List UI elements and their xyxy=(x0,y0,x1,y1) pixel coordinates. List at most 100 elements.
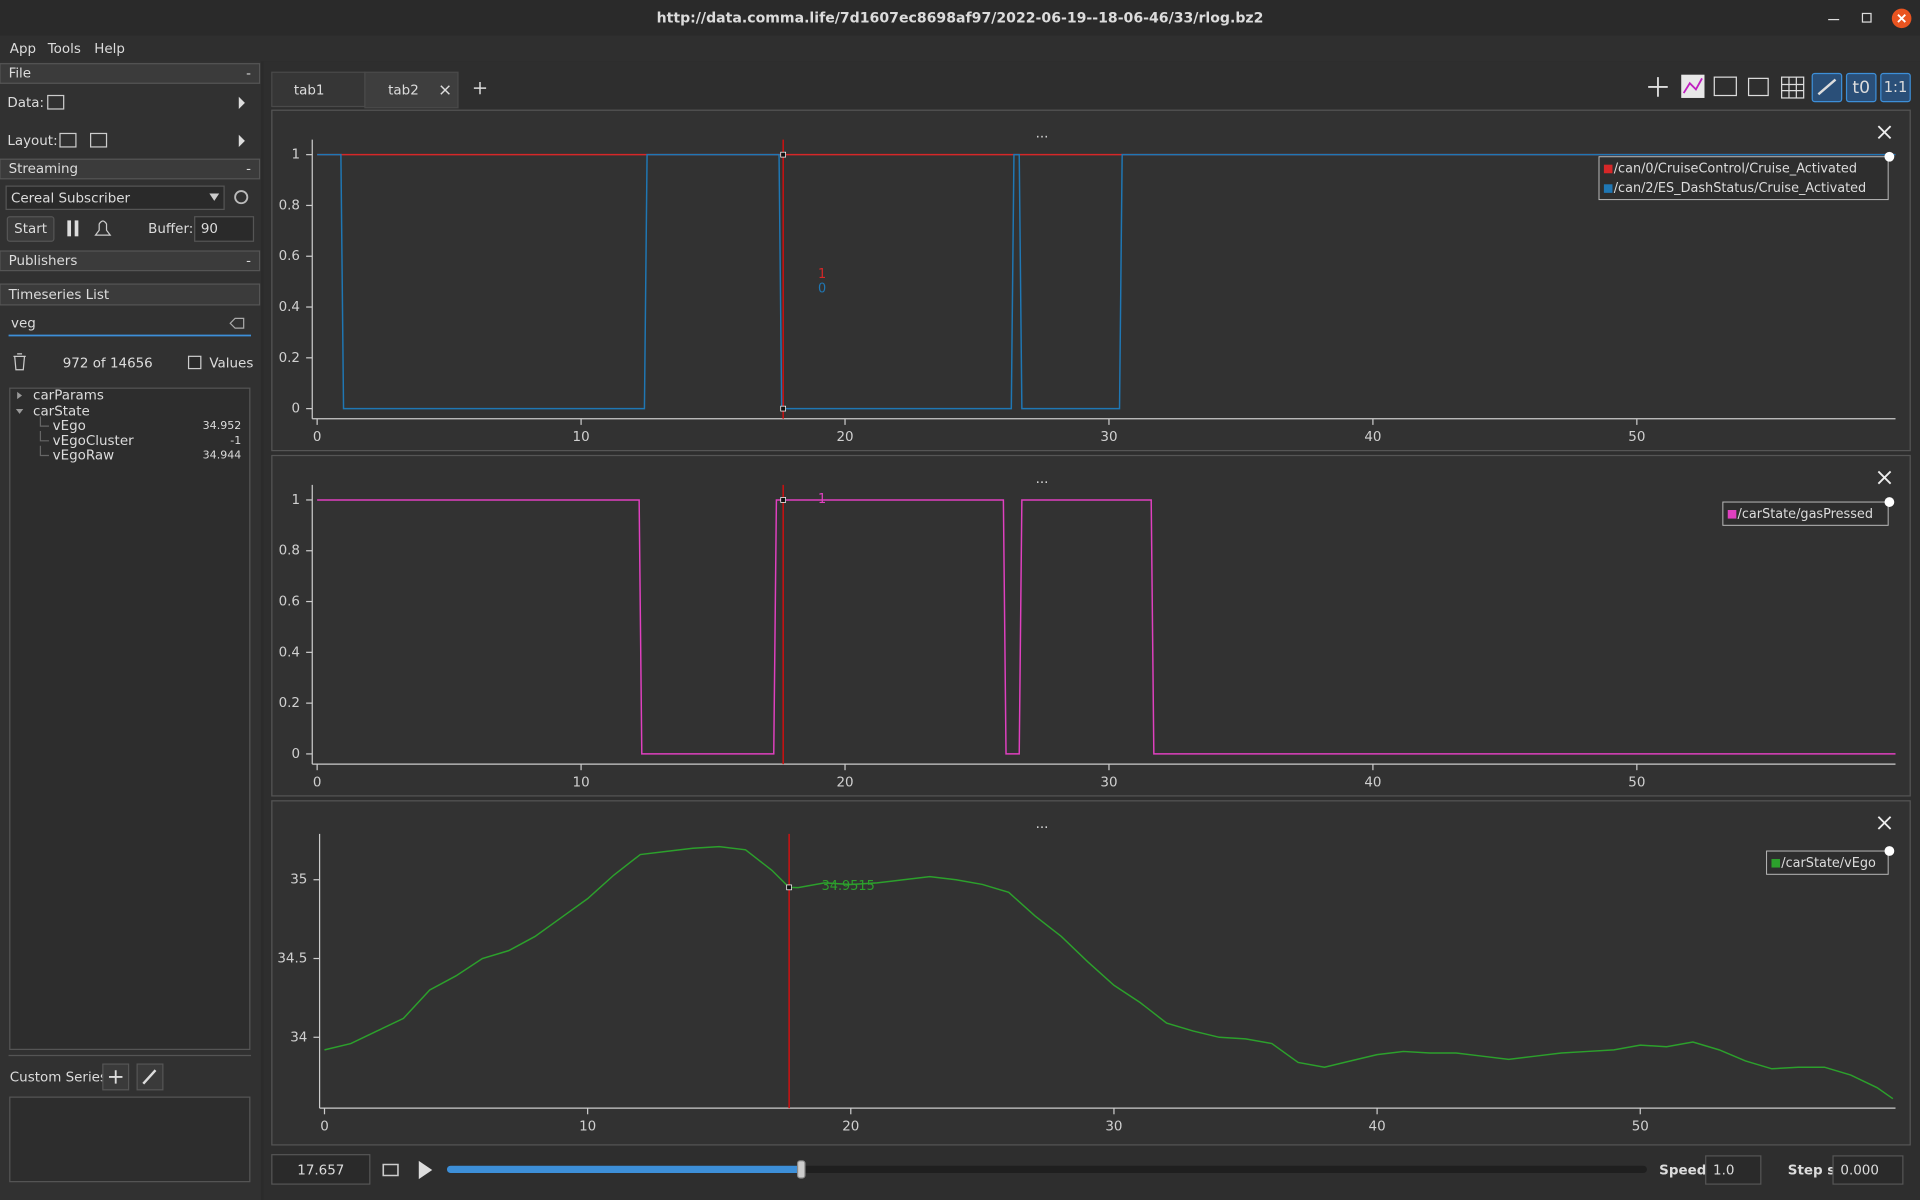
custom-series-list xyxy=(9,1096,251,1183)
tab-active[interactable] xyxy=(364,71,459,109)
legend-handle[interactable] xyxy=(1884,151,1895,162)
link-icon xyxy=(1817,78,1837,96)
close-plot[interactable] xyxy=(1877,125,1892,140)
grid-tool[interactable] xyxy=(1781,76,1805,99)
x-tick-label: 20 xyxy=(842,1120,859,1135)
slider xyxy=(446,1160,806,1179)
section-title: Streaming xyxy=(9,162,78,177)
expand-arrow[interactable] xyxy=(238,134,245,147)
label: Values xyxy=(209,357,253,372)
t0-label: t0 xyxy=(1852,78,1870,98)
y-tick-label: 0 xyxy=(291,402,300,417)
spinbox-text: 90 xyxy=(201,222,218,237)
edit-custom-button[interactable] xyxy=(136,1063,164,1091)
section-header[interactable] xyxy=(0,250,261,272)
close-plot[interactable] xyxy=(1877,470,1892,485)
legend-handle[interactable] xyxy=(1884,497,1895,507)
section-header[interactable] xyxy=(0,158,261,180)
legend-box xyxy=(1598,156,1889,201)
t0-tool[interactable] xyxy=(1845,72,1877,103)
x-tick-label: 50 xyxy=(1628,430,1645,445)
load-data-button[interactable] xyxy=(47,94,65,110)
expand-arrow[interactable] xyxy=(238,96,245,109)
delete-button[interactable] xyxy=(13,353,26,371)
x-tick-label: 0 xyxy=(313,775,322,790)
section-header[interactable] xyxy=(0,63,261,84)
values-checkbox[interactable] xyxy=(187,355,202,370)
ratio-tool[interactable] xyxy=(1880,72,1911,103)
notification-button[interactable] xyxy=(94,220,112,236)
menu-item[interactable]: Tools xyxy=(47,42,81,57)
collapse-toggle[interactable]: - xyxy=(246,66,251,81)
button-text: Start xyxy=(14,222,47,237)
y-tick-label: 0 xyxy=(291,747,300,762)
tree-item[interactable]: vEgoRaw xyxy=(53,449,115,464)
x-tick-label: 20 xyxy=(836,775,853,790)
step-spinbox[interactable] xyxy=(1832,1155,1904,1185)
series-count: 972 of 14656 xyxy=(63,357,153,372)
plus-icon xyxy=(108,1070,123,1084)
menu-item[interactable]: Help xyxy=(94,42,125,57)
play-button[interactable] xyxy=(418,1160,433,1180)
settings-button[interactable] xyxy=(234,190,249,205)
legend-tool[interactable] xyxy=(1713,76,1737,97)
close-plot[interactable] xyxy=(1877,816,1892,830)
plot-panel xyxy=(271,800,1911,1146)
tree-item[interactable]: carParams xyxy=(33,389,104,404)
legend-entry[interactable]: /can/0/CruiseControl/Cruise_Activated xyxy=(1614,161,1857,176)
tracker-point xyxy=(780,405,786,412)
clear-filter-button[interactable] xyxy=(229,317,245,329)
tree-value: 34.952 xyxy=(203,419,242,432)
tree-item[interactable]: vEgoCluster xyxy=(53,434,134,449)
tab[interactable] xyxy=(271,71,366,108)
time-input[interactable] xyxy=(271,1154,371,1185)
close-icon xyxy=(1897,14,1906,23)
legend-box xyxy=(1722,501,1889,526)
label: Speed: xyxy=(1659,1164,1712,1179)
plot-title[interactable]: ... xyxy=(1036,126,1049,141)
slider-handle[interactable] xyxy=(796,1160,806,1179)
speed-spinbox[interactable] xyxy=(1705,1155,1762,1185)
loop-button[interactable] xyxy=(382,1163,399,1177)
collapse-arrow[interactable] xyxy=(15,408,24,414)
legend-swatch xyxy=(1603,164,1613,174)
tree-branch xyxy=(39,416,49,427)
pause-button[interactable] xyxy=(67,220,72,237)
collapse-toggle[interactable]: - xyxy=(246,162,251,177)
legend-entry[interactable]: /carState/vEgo xyxy=(1781,856,1876,871)
x-tick-label: 10 xyxy=(573,430,590,445)
section-title: Publishers xyxy=(9,254,78,269)
legend-entry[interactable]: /can/2/ES_DashStatus/Cruise_Activated xyxy=(1614,181,1867,196)
tree-item[interactable]: vEgo xyxy=(53,419,86,434)
filter-input[interactable]: veg xyxy=(11,316,36,331)
tracker-label: 34.9515 xyxy=(822,879,875,894)
buffer-spinbox[interactable] xyxy=(194,216,255,242)
legend-entry[interactable]: /carState/gasPressed xyxy=(1738,507,1873,522)
tab-label: tab2 xyxy=(388,84,419,99)
add-tab[interactable] xyxy=(473,82,487,95)
collapse-toggle[interactable]: - xyxy=(246,254,251,269)
tracker-point xyxy=(780,151,786,158)
tree-item[interactable]: carState xyxy=(33,404,90,419)
y-tick-label: 0.6 xyxy=(279,595,300,610)
tracker-label: 1 xyxy=(818,267,826,282)
start-button[interactable] xyxy=(6,216,55,242)
y-tick-label: 34 xyxy=(290,1030,307,1045)
legend-handle[interactable] xyxy=(1884,846,1895,856)
expand-arrow[interactable] xyxy=(17,391,23,400)
plot-title[interactable]: ... xyxy=(1036,472,1049,487)
plot-title[interactable]: ... xyxy=(1036,817,1049,832)
pan-tool[interactable] xyxy=(1648,77,1668,97)
tracker-label: 1 xyxy=(818,492,826,507)
source-combo[interactable] xyxy=(5,185,225,210)
x-tick-label: 50 xyxy=(1632,1120,1649,1135)
load-layout-button[interactable] xyxy=(59,132,77,148)
time-tool[interactable] xyxy=(1747,77,1769,97)
maximize-button[interactable] xyxy=(1861,12,1872,23)
plot-panel xyxy=(271,454,1911,797)
save-layout-button[interactable] xyxy=(90,132,108,148)
menu-item[interactable]: App xyxy=(10,42,36,57)
tab-close[interactable] xyxy=(440,85,450,95)
tree-branch xyxy=(39,431,49,442)
